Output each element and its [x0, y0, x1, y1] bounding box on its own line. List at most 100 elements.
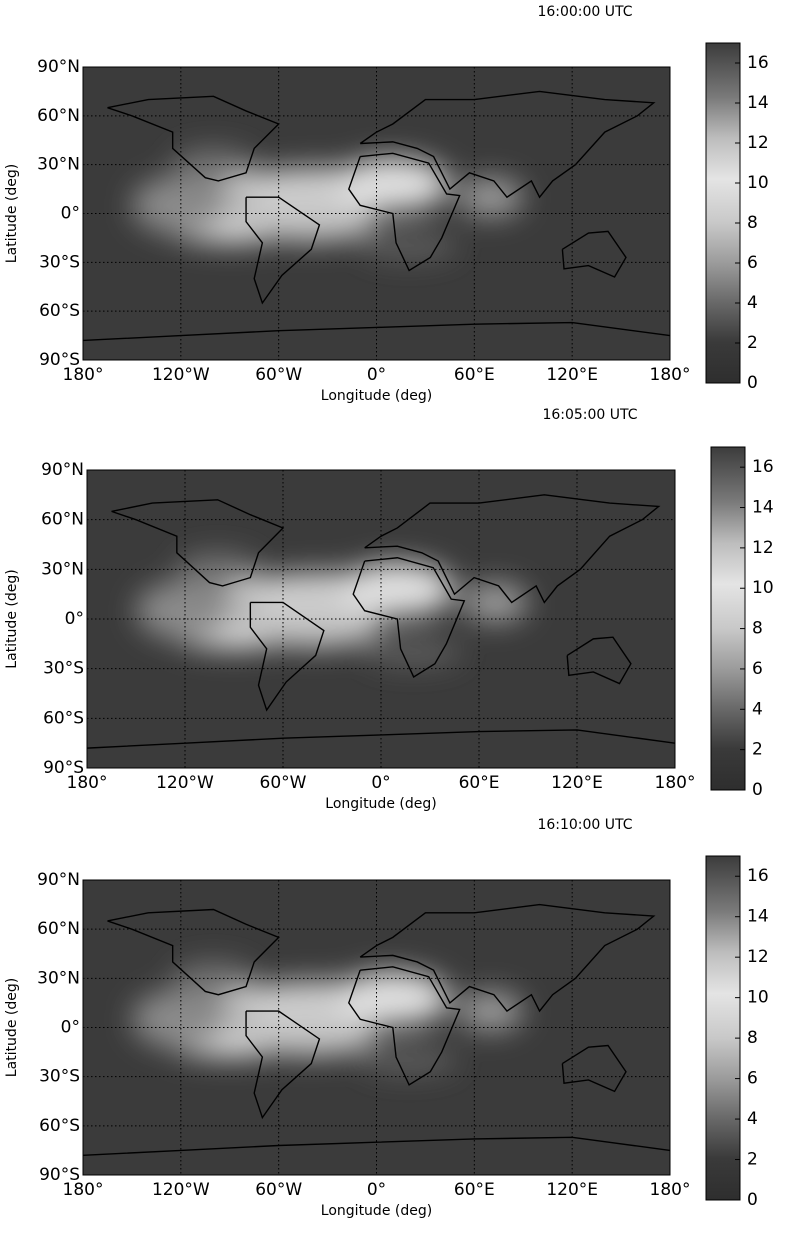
y-tick-label: 90°N	[37, 57, 80, 77]
y-tick-label: 30°N	[37, 155, 80, 175]
chart-title: 16:10:00 UTC	[537, 817, 632, 833]
y-tick-label: 30°S	[43, 659, 84, 679]
map-frame	[82, 66, 671, 361]
x-tick-label: 60°W	[255, 365, 302, 385]
colorbar	[705, 42, 741, 384]
panel: 180° 120°W 60°W 0° 60°E 120°E 180°90°S60°S30°S…	[4, 4, 769, 404]
y-axis-label: Latitude (deg)	[4, 569, 20, 668]
x-tick-label: 120°E	[546, 1180, 598, 1200]
colorbar-tick-label: 8	[747, 213, 758, 233]
y-tick-label: 0°	[61, 1018, 80, 1038]
y-tick-label: 60°S	[39, 1116, 80, 1136]
coastline	[364, 494, 661, 604]
colorbar	[710, 446, 746, 791]
field-region	[250, 607, 381, 648]
y-axis-label: Latitude (deg)	[4, 978, 20, 1077]
coastline	[249, 601, 325, 712]
y-tick-label: 90°S	[43, 758, 84, 778]
field-region	[172, 961, 255, 995]
colorbar-tick-label: 6	[747, 1069, 758, 1089]
y-tick-label: 60°N	[37, 106, 80, 126]
x-tick-label: 180°	[63, 365, 104, 385]
x-axis-label: Longitude (deg)	[325, 796, 436, 812]
field	[131, 148, 524, 260]
x-tick-label: 0°	[367, 1180, 386, 1200]
colorbar-tick-label: 10	[747, 173, 769, 193]
colorbar-tick-label: 6	[752, 659, 763, 679]
y-tick-label: 60°S	[43, 708, 84, 728]
colorbar-tick-label: 2	[747, 333, 758, 353]
y-tick-label: 90°S	[39, 1165, 80, 1185]
colorbar-tick-label: 10	[747, 988, 769, 1008]
y-tick-label: 30°S	[39, 1067, 80, 1087]
x-tick-label: 120°W	[156, 773, 214, 793]
colorbar-tick-label: 4	[747, 293, 758, 313]
field-region	[364, 638, 463, 666]
field-region	[360, 233, 459, 260]
colorbar-tick-label: 0	[747, 1190, 758, 1210]
coastline	[561, 1044, 627, 1093]
x-tick-label: 60°E	[454, 365, 495, 385]
colorbar-tick-label: 8	[752, 619, 763, 639]
colorbar-tick-label: 6	[747, 253, 758, 273]
coastline	[107, 95, 280, 182]
x-tick-label: 180°	[655, 773, 696, 793]
field-region	[458, 991, 524, 1031]
x-tick-label: 180°	[63, 1180, 104, 1200]
y-tick-label: 30°N	[41, 559, 84, 579]
field-region	[176, 552, 259, 586]
x-tick-label: 120°W	[152, 365, 210, 385]
coastline	[348, 966, 461, 1086]
field-region	[360, 1047, 459, 1074]
field-region	[172, 148, 255, 181]
colorbar-tick-label: 12	[747, 947, 769, 967]
field-region	[462, 582, 528, 623]
coastline	[561, 230, 627, 278]
map-frame	[82, 879, 671, 1176]
panel: 180° 120°W 60°W 0° 60°E 120°E 180°90°S60°S30°S…	[4, 817, 769, 1219]
field-region	[246, 1016, 377, 1056]
colorbar-tick-label: 16	[747, 866, 769, 886]
x-axis-label: Longitude (deg)	[321, 1203, 432, 1219]
colorbar-tick-label: 4	[747, 1109, 758, 1129]
chart-title: 16:05:00 UTC	[542, 407, 637, 423]
colorbar-tick-label: 8	[747, 1028, 758, 1048]
y-tick-label: 90°N	[37, 870, 80, 890]
x-tick-label: 60°E	[454, 1180, 495, 1200]
field-region	[335, 971, 450, 1025]
x-tick-label: 0°	[371, 773, 390, 793]
field	[131, 961, 524, 1074]
y-tick-label: 0°	[65, 609, 84, 629]
coastline	[359, 90, 656, 199]
colorbar-tick-label: 14	[747, 93, 769, 113]
field-region	[246, 202, 377, 242]
colorbar-tick-label: 16	[752, 457, 774, 477]
x-tick-label: 60°W	[255, 1180, 302, 1200]
y-tick-label: 90°S	[39, 350, 80, 370]
chart-title: 16:00:00 UTC	[537, 4, 632, 20]
x-tick-label: 60°E	[459, 773, 500, 793]
x-tick-label: 120°E	[551, 773, 603, 793]
coastline	[245, 196, 321, 305]
coastline	[245, 1010, 321, 1120]
y-tick-label: 30°S	[39, 252, 80, 272]
x-tick-label: 180°	[67, 773, 108, 793]
field-region	[335, 158, 450, 211]
colorbar-tick-label: 2	[752, 740, 763, 760]
colorbar-tick-label: 16	[747, 53, 769, 73]
x-tick-label: 60°W	[260, 773, 307, 793]
coastline	[352, 557, 466, 678]
colorbar-tick-label: 12	[747, 133, 769, 153]
y-tick-label: 0°	[61, 204, 80, 224]
panel: 180° 120°W 60°W 0° 60°E 120°E 180°90°S60°S30°S…	[4, 407, 774, 812]
field-region	[340, 562, 455, 616]
y-tick-label: 90°N	[41, 460, 84, 480]
colorbar-tick-label: 0	[747, 373, 758, 393]
coastline	[566, 636, 632, 685]
y-tick-label: 60°S	[39, 301, 80, 321]
y-tick-label: 60°N	[41, 510, 84, 530]
field-region	[458, 177, 524, 217]
y-tick-label: 60°N	[37, 919, 80, 939]
colorbar-tick-label: 14	[747, 907, 769, 927]
